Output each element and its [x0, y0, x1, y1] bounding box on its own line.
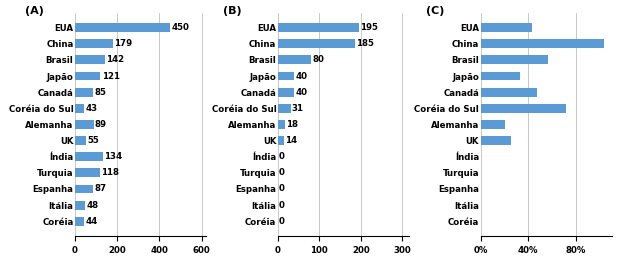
Text: 48: 48: [86, 201, 99, 210]
Bar: [75, 201, 85, 210]
Text: 121: 121: [102, 72, 120, 80]
Text: 40: 40: [296, 72, 308, 80]
Bar: [278, 136, 283, 145]
Text: 80: 80: [312, 56, 324, 64]
Bar: [480, 88, 537, 97]
Bar: [278, 120, 285, 129]
Bar: [75, 72, 100, 80]
Text: 0: 0: [279, 201, 285, 210]
Text: (A): (A): [25, 7, 44, 17]
Text: 31: 31: [292, 104, 304, 113]
Bar: [278, 72, 295, 80]
Bar: [278, 23, 359, 32]
Bar: [480, 56, 548, 64]
Bar: [75, 168, 100, 177]
Text: 179: 179: [114, 39, 132, 48]
Bar: [480, 120, 505, 129]
Text: (B): (B): [223, 7, 241, 17]
Text: 0: 0: [279, 217, 285, 226]
Bar: [278, 88, 295, 97]
Text: 142: 142: [106, 56, 124, 64]
Bar: [278, 104, 291, 113]
Bar: [480, 104, 567, 113]
Text: 0: 0: [279, 152, 285, 161]
Text: 40: 40: [296, 88, 308, 97]
Bar: [75, 120, 94, 129]
Text: 87: 87: [94, 184, 107, 193]
Bar: [480, 72, 520, 80]
Text: 0: 0: [279, 168, 285, 177]
Bar: [75, 217, 84, 226]
Bar: [75, 184, 93, 193]
Bar: [75, 39, 113, 48]
Bar: [75, 88, 93, 97]
Text: 89: 89: [95, 120, 107, 129]
Bar: [480, 136, 511, 145]
Text: 43: 43: [85, 104, 97, 113]
Bar: [75, 136, 87, 145]
Bar: [278, 56, 311, 64]
Bar: [480, 23, 532, 32]
Text: 18: 18: [286, 120, 298, 129]
Bar: [75, 56, 105, 64]
Bar: [278, 39, 354, 48]
Text: 185: 185: [356, 39, 374, 48]
Text: 118: 118: [101, 168, 119, 177]
Bar: [75, 23, 170, 32]
Bar: [75, 104, 84, 113]
Text: 44: 44: [85, 217, 98, 226]
Bar: [480, 39, 603, 48]
Bar: [75, 152, 103, 161]
Text: 14: 14: [285, 136, 297, 145]
Text: 450: 450: [171, 23, 189, 32]
Text: 195: 195: [360, 23, 378, 32]
Text: (C): (C): [426, 7, 444, 17]
Text: 134: 134: [104, 152, 122, 161]
Text: 0: 0: [279, 184, 285, 193]
Text: 85: 85: [94, 88, 106, 97]
Text: 55: 55: [88, 136, 99, 145]
